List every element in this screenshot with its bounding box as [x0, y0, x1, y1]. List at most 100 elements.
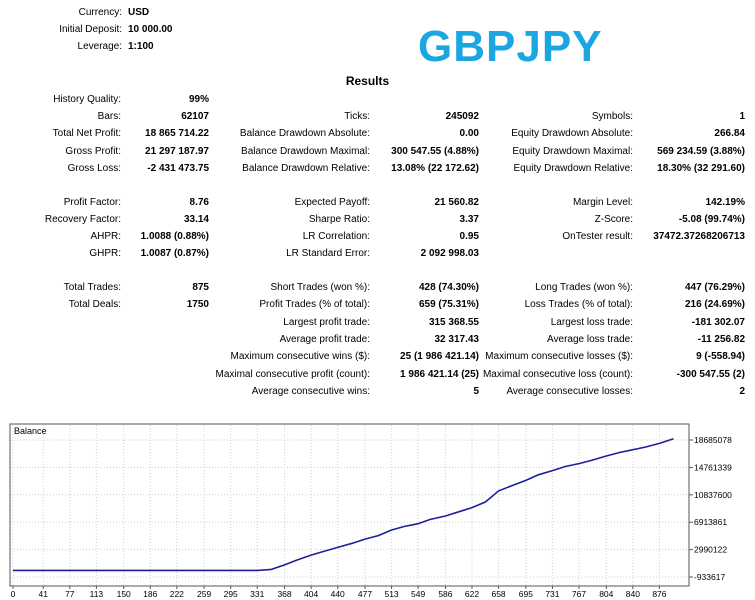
stat-value: 1: [739, 111, 745, 122]
stat-label: Short Trades (won %):: [270, 282, 370, 293]
x-tick-label: 440: [331, 589, 345, 599]
stat-value: 3.37: [459, 214, 479, 225]
stat-value: 99%: [188, 94, 209, 105]
stat-label: Average profit trade:: [279, 334, 370, 345]
balance-series-line: [13, 437, 674, 572]
stat-label: Largest loss trade:: [550, 317, 633, 328]
stat-value: 0.95: [459, 231, 479, 242]
stat-value: 21 560.82: [434, 197, 480, 208]
x-tick-label: 259: [197, 589, 211, 599]
initial-deposit-label: Initial Deposit:: [59, 24, 122, 35]
stat-label: Maximal consecutive profit (count):: [215, 369, 370, 380]
stat-label: Equity Drawdown Maximal:: [512, 146, 633, 157]
symbol-title: GBPJPY: [418, 22, 603, 71]
stat-label: GHPR:: [89, 248, 121, 259]
results-title: Results: [345, 74, 390, 88]
x-tick-label: 295: [224, 589, 238, 599]
stat-label: OnTester result:: [562, 231, 633, 242]
stat-label: AHPR:: [90, 231, 121, 242]
stat-label: Loss Trades (% of total):: [524, 299, 633, 310]
x-tick-label: 658: [491, 589, 505, 599]
stat-value: 1.0088 (0.88%): [140, 231, 209, 242]
stat-value: 37472.37268206713: [653, 231, 745, 242]
y-tick-label: 6913861: [694, 517, 727, 527]
x-tick-label: 840: [626, 589, 640, 599]
stat-value: 142.19%: [705, 197, 745, 208]
x-tick-label: 695: [519, 589, 533, 599]
stat-value: 32 317.43: [434, 334, 480, 345]
x-tick-label: 477: [358, 589, 372, 599]
chart-y-axis: 18685078 14761339 10837600 6913861 2990122 -9…: [689, 435, 732, 582]
stat-value: -300 547.55 (2): [676, 369, 745, 380]
stat-value: 245092: [445, 111, 479, 122]
stat-value: 447 (76.29%): [684, 282, 745, 293]
stat-label: History Quality:: [53, 94, 121, 105]
stat-label: Maximum consecutive wins ($):: [230, 351, 370, 362]
stat-label: Average loss trade:: [547, 334, 633, 345]
stat-value: 18.30% (32 291.60): [657, 163, 745, 174]
stat-value: 2 092 998.03: [420, 248, 479, 259]
stat-value: 315 368.55: [428, 317, 479, 328]
stat-value: 25 (1 986 421.14): [400, 351, 479, 362]
stat-label: Maximal consecutive loss (count):: [482, 369, 633, 380]
x-tick-label: 150: [117, 589, 131, 599]
stat-value: 62107: [181, 111, 209, 122]
stat-label: Balance Drawdown Absolute:: [239, 128, 370, 139]
stat-label: Total Net Profit:: [52, 128, 121, 139]
y-tick-label: -933617: [694, 572, 725, 582]
stat-value: 33.14: [183, 214, 209, 225]
stat-value: 1.0087 (0.87%): [140, 248, 209, 259]
stat-value: 13.08% (22 172.62): [391, 163, 479, 174]
stat-value: 0.00: [459, 128, 479, 139]
x-tick-label: 622: [465, 589, 479, 599]
stat-label: Maximum consecutive losses ($):: [485, 351, 633, 362]
stat-label: Expected Payoff:: [294, 197, 370, 208]
stat-label: Average consecutive losses:: [506, 386, 633, 397]
x-tick-label: 513: [384, 589, 398, 599]
stat-value: 5: [473, 386, 479, 397]
stat-label: Long Trades (won %):: [535, 282, 633, 293]
y-tick-label: 14761339: [694, 462, 732, 472]
stat-label: Ticks:: [344, 111, 370, 122]
stat-value: 428 (74.30%): [418, 282, 479, 293]
x-tick-label: 731: [545, 589, 559, 599]
x-tick-label: 767: [572, 589, 586, 599]
stat-label: Equity Drawdown Relative:: [513, 163, 634, 174]
stat-label: Balance Drawdown Maximal:: [241, 146, 370, 157]
balance-chart: 18685078 14761339 10837600 6913861 2990122 -9…: [9, 423, 732, 599]
stat-label: Sharpe Ratio:: [308, 214, 370, 225]
x-tick-label: 549: [411, 589, 425, 599]
stat-value: 21 297 187.97: [145, 146, 209, 157]
stat-label: Total Trades:: [63, 282, 121, 293]
y-tick-label: 18685078: [694, 435, 732, 445]
leverage-label: Leverage:: [77, 41, 122, 52]
y-tick-label: 10837600: [694, 490, 732, 500]
stat-label: Symbols:: [591, 111, 633, 122]
chart-plot-area: [9, 423, 690, 587]
stat-label: Equity Drawdown Absolute:: [511, 128, 633, 139]
stat-label: Profit Trades (% of total):: [259, 299, 370, 310]
x-tick-label: 186: [143, 589, 157, 599]
x-tick-label: 804: [599, 589, 613, 599]
stat-value: 9 (-558.94): [696, 351, 745, 362]
stat-label: Margin Level:: [572, 197, 633, 208]
stat-value: -5.08 (99.74%): [678, 214, 745, 225]
stat-value: -181 302.07: [691, 317, 745, 328]
x-tick-label: 368: [277, 589, 291, 599]
stat-value: -11 256.82: [697, 334, 745, 345]
stat-label: Recovery Factor:: [44, 214, 121, 225]
x-tick-label: 222: [170, 589, 184, 599]
stat-label: Z-Score:: [594, 214, 633, 225]
stat-label: Bars:: [97, 111, 121, 122]
stat-label: LR Correlation:: [302, 231, 370, 242]
x-tick-label: 113: [90, 589, 104, 599]
currency-label: Currency:: [78, 7, 122, 18]
stat-label: Gross Profit:: [65, 146, 121, 157]
x-tick-label: 876: [652, 589, 666, 599]
x-tick-label: 0: [11, 589, 16, 599]
chart-title: Balance: [14, 426, 47, 436]
stat-value: 1 986 421.14 (25): [400, 369, 479, 380]
x-tick-label: 586: [438, 589, 452, 599]
x-tick-label: 331: [250, 589, 264, 599]
y-tick-label: 2990122: [694, 545, 727, 555]
